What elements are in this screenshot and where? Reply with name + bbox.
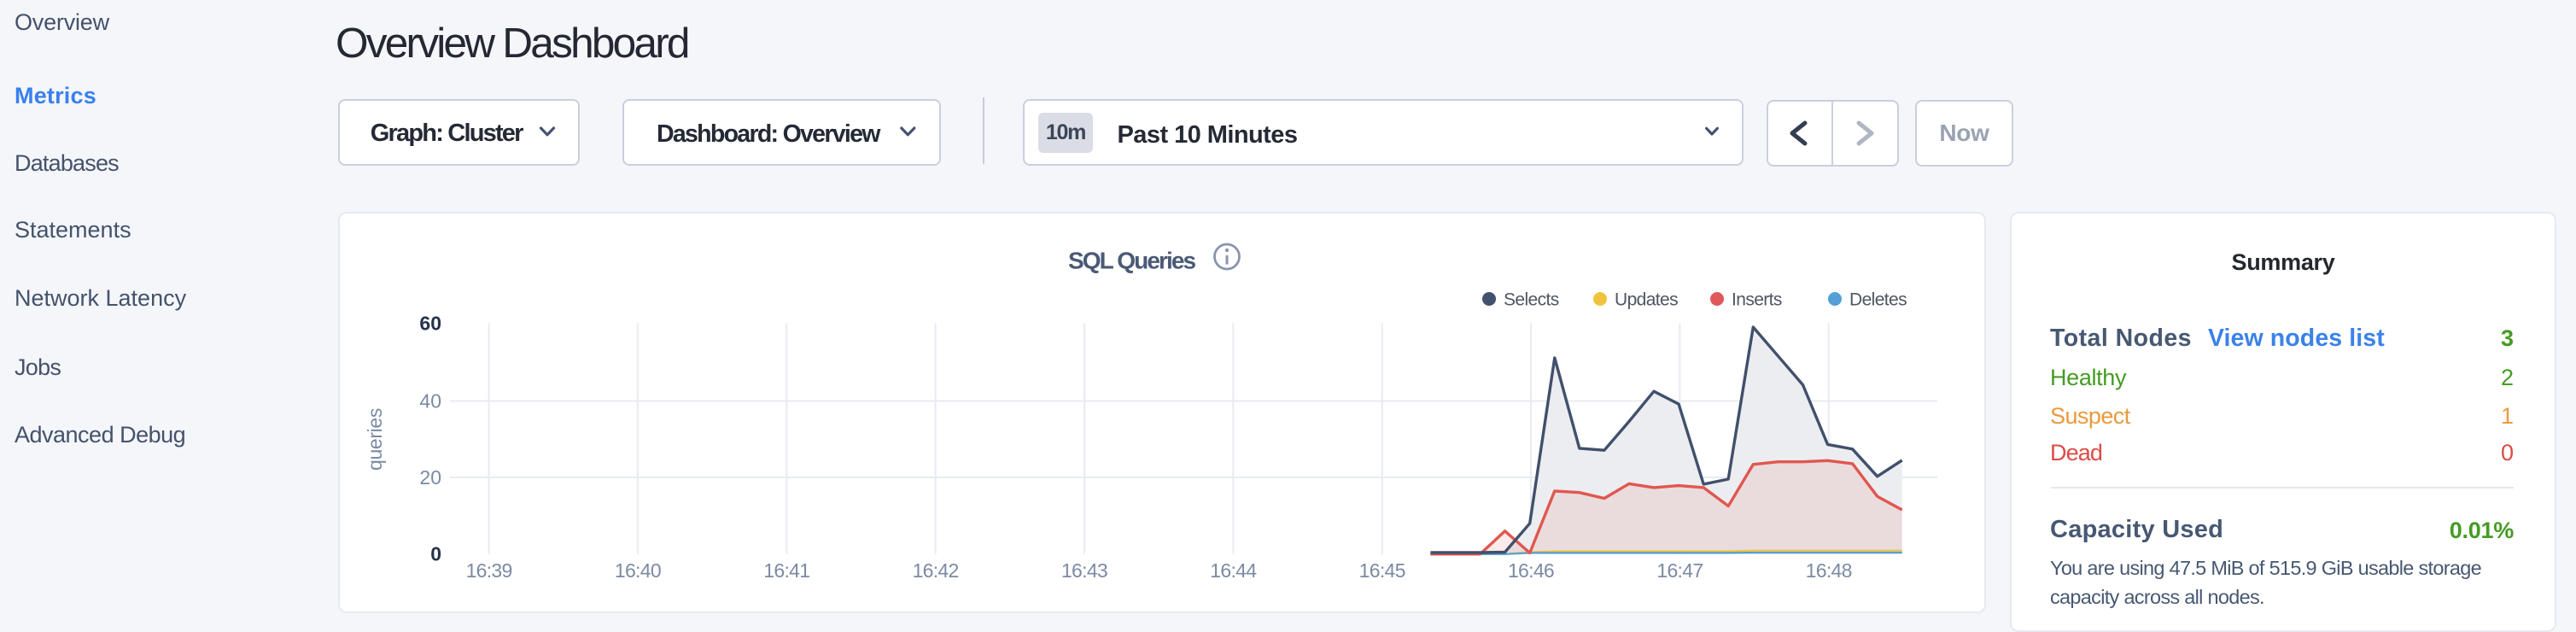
svg-text:16:44: 16:44 (1210, 559, 1257, 582)
svg-text:0: 0 (430, 543, 441, 565)
svg-text:Inserts: Inserts (1732, 290, 1782, 309)
svg-text:40: 40 (419, 389, 441, 412)
svg-text:Selects: Selects (1504, 290, 1559, 309)
svg-text:queries: queries (364, 408, 386, 471)
svg-text:16:43: 16:43 (1061, 559, 1107, 582)
svg-text:16:40: 16:40 (615, 559, 661, 582)
svg-text:16:48: 16:48 (1806, 559, 1852, 582)
svg-text:16:42: 16:42 (913, 559, 959, 582)
svg-text:16:41: 16:41 (763, 559, 809, 582)
svg-text:16:39: 16:39 (466, 559, 512, 582)
svg-text:20: 20 (419, 466, 441, 489)
svg-text:Deletes: Deletes (1849, 290, 1907, 309)
svg-text:16:47: 16:47 (1656, 559, 1703, 582)
svg-text:60: 60 (419, 312, 441, 334)
svg-text:SQL Queries: SQL Queries (1068, 248, 1196, 274)
svg-text:Updates: Updates (1615, 290, 1678, 309)
svg-text:16:45: 16:45 (1359, 559, 1405, 582)
svg-text:16:46: 16:46 (1508, 559, 1554, 582)
